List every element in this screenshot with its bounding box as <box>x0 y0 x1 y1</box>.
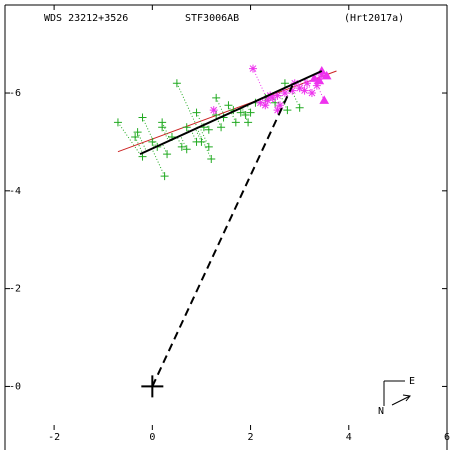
compass: E N <box>378 376 415 417</box>
data-point-plus <box>113 118 122 127</box>
residual-line <box>215 97 225 116</box>
data-point-triangle <box>314 75 325 85</box>
title-center: STF3006AB <box>185 13 239 24</box>
title-left: WDS 23212+3526 <box>44 13 128 24</box>
residual-line <box>161 122 171 141</box>
residual-line <box>176 83 198 129</box>
y-tick-label: -0 <box>9 381 21 392</box>
x-tick-label: 2 <box>248 432 254 443</box>
residual-line <box>278 90 288 111</box>
data-point-plus <box>182 123 191 132</box>
data-point-triangle <box>309 73 320 82</box>
residual-line <box>151 148 166 177</box>
residual-line <box>230 112 237 123</box>
data-point-plus <box>197 137 206 146</box>
residual-line <box>117 122 141 155</box>
data-point-asterisk <box>317 71 326 80</box>
data-point-plus <box>283 106 292 115</box>
residual-line <box>252 68 267 97</box>
compass-north-label: N <box>378 406 384 417</box>
data-point-asterisk <box>256 98 265 107</box>
data-point-plus <box>182 145 191 154</box>
data-point-asterisk <box>307 89 316 98</box>
data-point-plus <box>138 113 147 122</box>
data-point-plus <box>192 108 201 117</box>
residual-line <box>246 104 252 113</box>
axes-frame: -2 0 2 4 6 -0 -2 -4 -6 <box>4 4 450 450</box>
residual-line <box>315 73 320 82</box>
data-point-asterisk <box>249 64 258 73</box>
residual-line <box>261 98 266 106</box>
data-point-plus <box>158 123 167 132</box>
data-point-asterisk <box>300 86 309 95</box>
residual-line <box>179 135 188 150</box>
residual-line <box>228 105 233 113</box>
title-right: (Hrt2017a) <box>344 13 404 24</box>
data-point-plus <box>163 150 172 159</box>
data-point-plus <box>133 128 142 137</box>
data-point-plus <box>246 108 255 117</box>
data-point-asterisk <box>261 101 270 110</box>
residual-line <box>241 107 247 116</box>
data-point-asterisk <box>303 79 312 88</box>
residual-line <box>137 131 147 152</box>
y-tick-label: -6 <box>9 88 21 99</box>
data-point-plus <box>172 79 181 88</box>
data-point-plus <box>295 103 304 112</box>
residual-line <box>296 82 301 89</box>
data-point-plus <box>231 118 240 127</box>
data-point-plus <box>212 93 221 102</box>
compass-motion-arrow <box>391 395 411 406</box>
residual-line <box>161 143 168 155</box>
data-point-asterisk <box>273 106 282 115</box>
data-point-asterisk <box>209 106 218 115</box>
data-point-plus <box>224 101 233 110</box>
data-point-plus <box>148 137 157 146</box>
compass-east-label: E <box>409 376 415 387</box>
data-point-plus <box>177 142 186 151</box>
orbit-lines-layer <box>139 70 323 398</box>
residual-line <box>161 127 170 142</box>
data-point-plus <box>207 155 216 164</box>
data-point-plus <box>160 172 169 181</box>
data-point-asterisk <box>288 86 297 95</box>
data-point-asterisk <box>280 89 289 98</box>
data-point-plus <box>244 118 253 127</box>
y-tick-label: -2 <box>9 284 21 295</box>
residual-line <box>190 130 197 143</box>
data-points-layer <box>113 64 332 181</box>
residual-line <box>151 141 156 148</box>
residual-line <box>289 85 301 108</box>
residual-line <box>194 128 202 143</box>
data-point-plus <box>217 123 226 132</box>
data-point-triangle <box>321 70 332 80</box>
y-tick-label: -4 <box>9 186 21 197</box>
data-point-plus <box>280 79 289 88</box>
dashed-line-to-companion <box>151 85 294 387</box>
x-tick-label: 0 <box>149 432 155 443</box>
data-point-plus <box>204 125 213 134</box>
residual-line <box>199 126 210 148</box>
data-point-asterisk <box>263 96 272 105</box>
x-tick-label: 4 <box>346 432 352 443</box>
data-point-asterisk <box>295 84 304 93</box>
data-point-plus <box>204 142 213 151</box>
compass-arrowhead <box>402 394 411 402</box>
orbit-segment <box>139 70 323 156</box>
data-point-plus <box>236 108 245 117</box>
data-point-asterisk <box>273 91 282 100</box>
data-point-plus <box>131 133 140 142</box>
primary-star-marker <box>141 375 164 398</box>
x-tick-label: -2 <box>48 432 60 443</box>
data-point-triangle <box>319 95 330 104</box>
data-point-asterisk <box>312 81 321 90</box>
data-point-asterisk <box>276 101 285 110</box>
x-tick-label: 6 <box>444 432 450 443</box>
data-point-plus <box>241 111 250 120</box>
